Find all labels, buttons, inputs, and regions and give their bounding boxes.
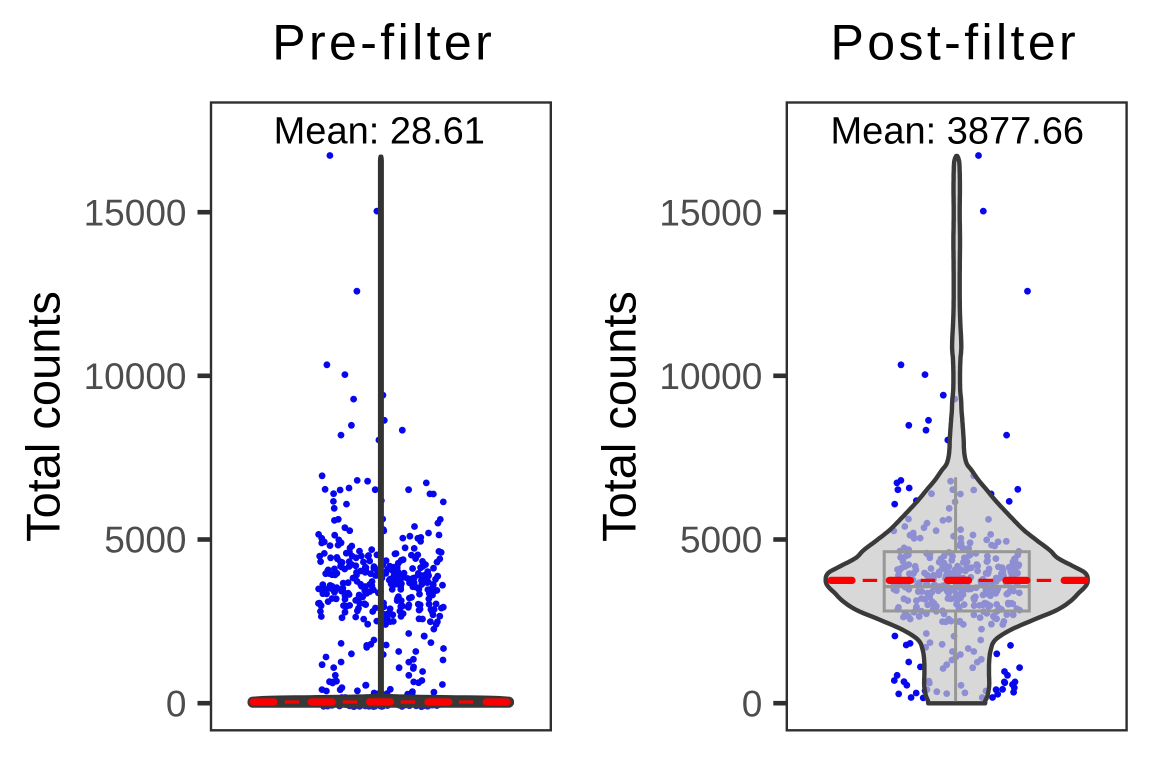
svg-text:10000: 10000 [659, 356, 762, 397]
svg-text:Mean: 3877.66: Mean: 3877.66 [831, 110, 1085, 152]
svg-text:Pre-filter: Pre-filter [272, 15, 495, 71]
svg-text:Total counts: Total counts [592, 291, 645, 542]
svg-text:10000: 10000 [84, 356, 187, 397]
svg-text:Total counts: Total counts [17, 291, 70, 542]
svg-text:0: 0 [166, 683, 187, 724]
svg-text:Mean: 28.61: Mean: 28.61 [274, 110, 485, 152]
svg-text:Post-filter: Post-filter [831, 15, 1080, 71]
svg-text:5000: 5000 [680, 520, 762, 561]
svg-text:0: 0 [742, 683, 763, 724]
svg-text:15000: 15000 [659, 192, 762, 233]
svg-text:15000: 15000 [84, 192, 187, 233]
svg-text:5000: 5000 [104, 520, 186, 561]
